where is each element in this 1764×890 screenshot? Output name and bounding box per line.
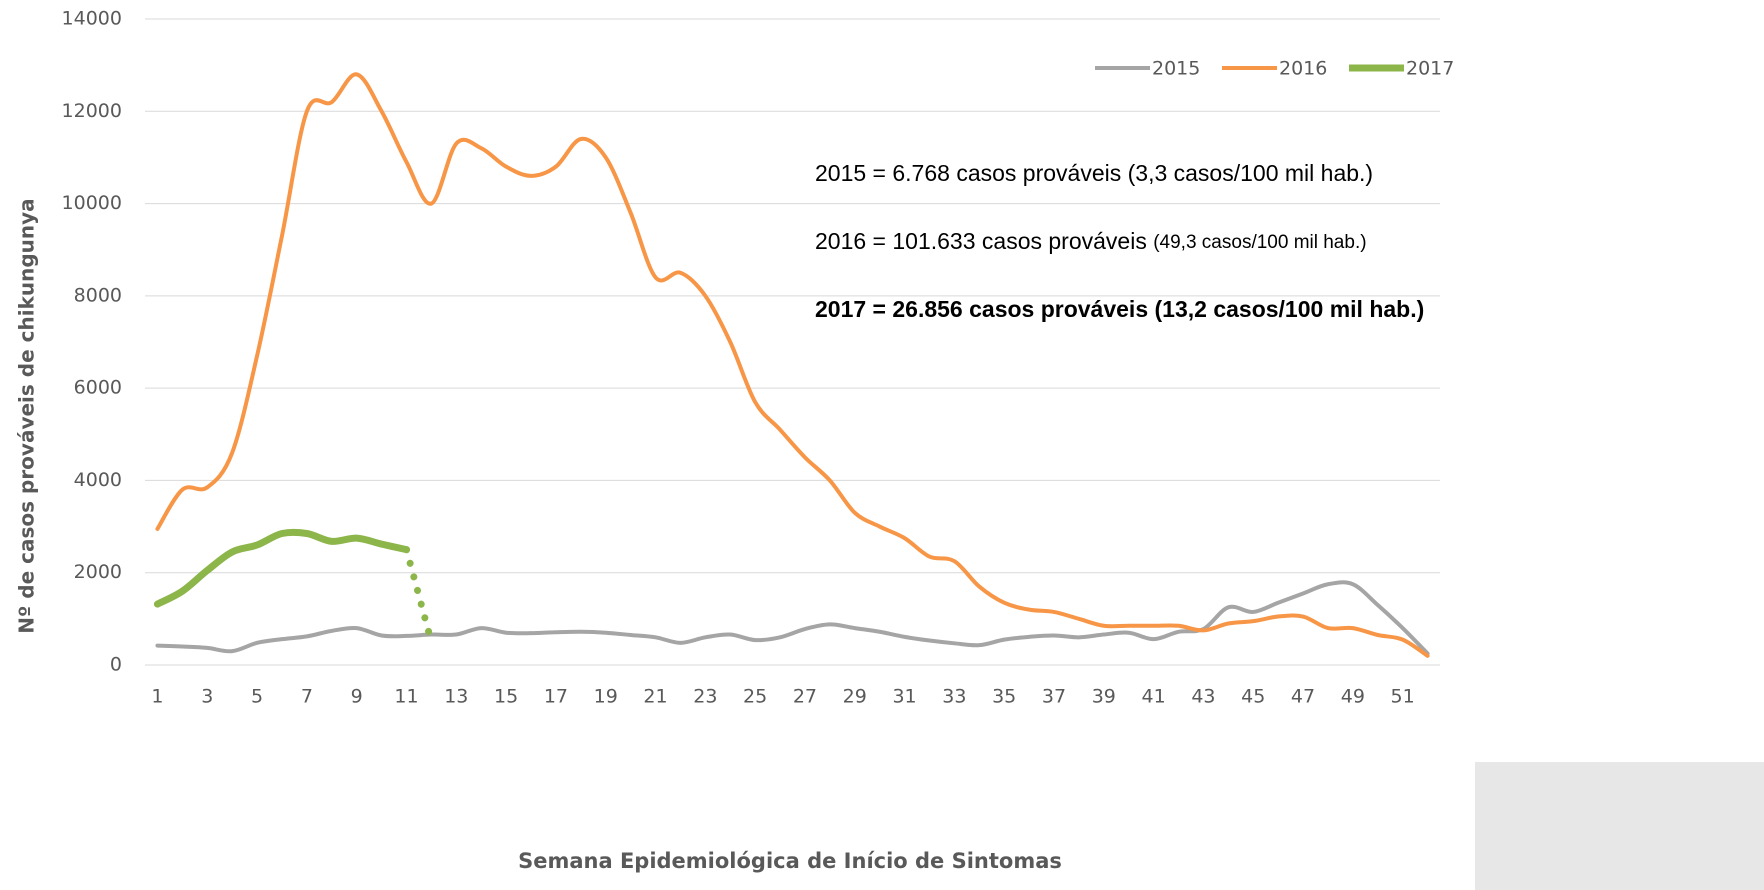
x-tick-label: 21 <box>643 686 667 708</box>
x-tick-label: 49 <box>1341 686 1365 708</box>
annotation: 2017 = 26.856 casos prováveis (13,2 caso… <box>815 296 1424 322</box>
x-tick-label: 33 <box>942 686 966 708</box>
x-tick-label: 5 <box>251 686 263 708</box>
x-tick-label: 25 <box>743 686 767 708</box>
x-tick-label: 13 <box>444 686 468 708</box>
x-tick-label: 23 <box>693 686 717 708</box>
y-tick-label: 12000 <box>62 100 122 122</box>
x-tick-label: 17 <box>544 686 568 708</box>
x-tick-label: 15 <box>494 686 518 708</box>
series-line-dotted <box>402 546 435 646</box>
x-tick-label: 1 <box>151 686 163 708</box>
x-axis-label: Semana Epidemiológica de Início de Sinto… <box>518 849 1062 873</box>
x-tick-label: 51 <box>1391 686 1415 708</box>
x-tick-label: 41 <box>1142 686 1166 708</box>
series-line <box>155 72 1430 658</box>
x-tick-label: 19 <box>594 686 618 708</box>
annotation: 2015 = 6.768 casos prováveis (3,3 casos/… <box>815 160 1373 186</box>
x-tick-label: 11 <box>394 686 418 708</box>
y-tick-label: 10000 <box>62 192 122 214</box>
x-tick-label: 37 <box>1042 686 1066 708</box>
x-tick-label: 3 <box>201 686 213 708</box>
y-tick-label: 14000 <box>62 8 122 30</box>
y-axis-label: Nº de casos prováveis de chikungunya <box>15 198 39 633</box>
x-tick-label: 7 <box>301 686 313 708</box>
x-tick-label: 43 <box>1191 686 1215 708</box>
y-tick-label: 0 <box>110 654 122 676</box>
y-tick-label: 2000 <box>74 561 122 583</box>
x-tick-label: 45 <box>1241 686 1265 708</box>
x-tick-label: 29 <box>843 686 867 708</box>
x-tick-label: 9 <box>351 686 363 708</box>
x-tick-label: 47 <box>1291 686 1315 708</box>
series-line <box>155 580 1430 656</box>
y-tick-label: 8000 <box>74 284 122 306</box>
x-tick-label: 27 <box>793 686 817 708</box>
annotation: 2016 = 101.633 casos prováveis (49,3 cas… <box>815 228 1367 254</box>
series-line <box>153 528 410 608</box>
corner-box <box>1475 762 1764 890</box>
x-tick-label: 31 <box>892 686 916 708</box>
legend-label: 2017 <box>1406 58 1454 80</box>
y-tick-label: 4000 <box>74 469 122 491</box>
legend-label: 2016 <box>1279 58 1327 80</box>
legend-label: 2015 <box>1152 58 1200 80</box>
annotation-part: 2017 = 26.856 casos prováveis (13,2 caso… <box>815 296 1424 322</box>
x-tick-label: 35 <box>992 686 1016 708</box>
x-tick-label: 39 <box>1092 686 1116 708</box>
annotation-part: (49,3 casos/100 mil hab.) <box>1153 232 1366 253</box>
annotation-part: 2015 = 6.768 casos prováveis (3,3 casos/… <box>815 160 1373 186</box>
y-tick-label: 6000 <box>74 377 122 399</box>
annotation-part: 2016 = 101.633 casos prováveis <box>815 228 1153 254</box>
